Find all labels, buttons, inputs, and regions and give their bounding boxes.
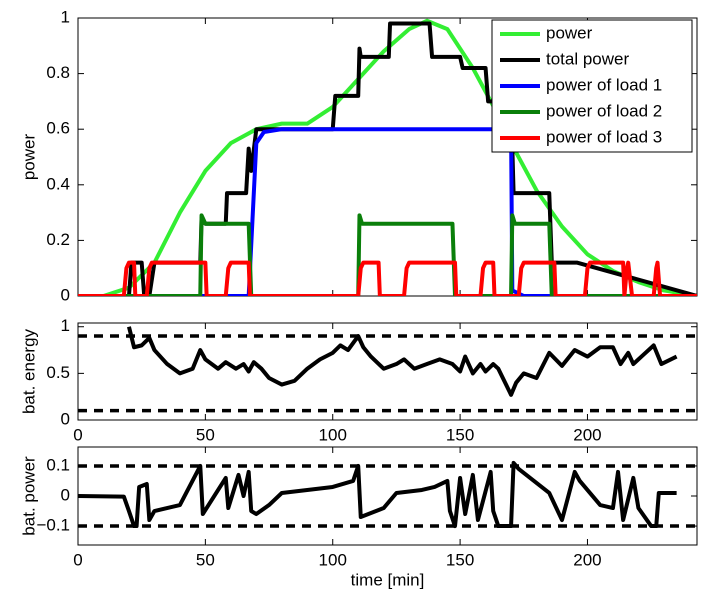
y-tick-label: 0.1 xyxy=(46,455,70,474)
series-line xyxy=(78,213,697,296)
y-tick-label: 1 xyxy=(61,316,70,335)
y-tick-label: −0.1 xyxy=(36,516,70,535)
x-tick-label: 100 xyxy=(319,550,347,569)
series-line xyxy=(78,460,677,529)
y-axis-label: bat. power xyxy=(19,456,38,536)
legend-box xyxy=(491,19,693,153)
series-line xyxy=(78,18,697,296)
legend-label: power of load 2 xyxy=(546,101,662,120)
axes-box xyxy=(77,322,698,421)
series-line xyxy=(78,260,697,296)
y-tick-label: 0.6 xyxy=(46,119,70,138)
series-line xyxy=(127,326,678,397)
y-tick-label: 0 xyxy=(61,285,70,304)
x-axis-label: time [min] xyxy=(351,570,425,589)
y-tick-label: 0.4 xyxy=(46,174,70,193)
x-tick-label: 150 xyxy=(446,425,474,444)
y-axis-label: power xyxy=(19,134,38,181)
legend-label: power xyxy=(546,23,593,42)
x-tick-label: 200 xyxy=(573,550,601,569)
legend-label: total power xyxy=(546,49,629,68)
y-tick-label: 0 xyxy=(61,409,70,428)
legend-label: power of load 1 xyxy=(546,75,662,94)
y-tick-label: 1 xyxy=(61,7,70,26)
y-tick-label: 0 xyxy=(61,485,70,504)
y-tick-label: 0.5 xyxy=(46,363,70,382)
y-tick-label: 0.8 xyxy=(46,63,70,82)
axes-box xyxy=(77,446,698,546)
x-tick-label: 0 xyxy=(73,425,82,444)
x-tick-label: 150 xyxy=(446,550,474,569)
x-tick-label: 0 xyxy=(73,550,82,569)
legend-label: power of load 3 xyxy=(546,127,662,146)
y-axis-label: bat. energy xyxy=(19,328,38,414)
y-tick-label: 0.2 xyxy=(46,230,70,249)
x-tick-label: 200 xyxy=(573,425,601,444)
x-tick-label: 50 xyxy=(196,550,215,569)
x-tick-label: 50 xyxy=(196,425,215,444)
x-tick-label: 100 xyxy=(319,425,347,444)
